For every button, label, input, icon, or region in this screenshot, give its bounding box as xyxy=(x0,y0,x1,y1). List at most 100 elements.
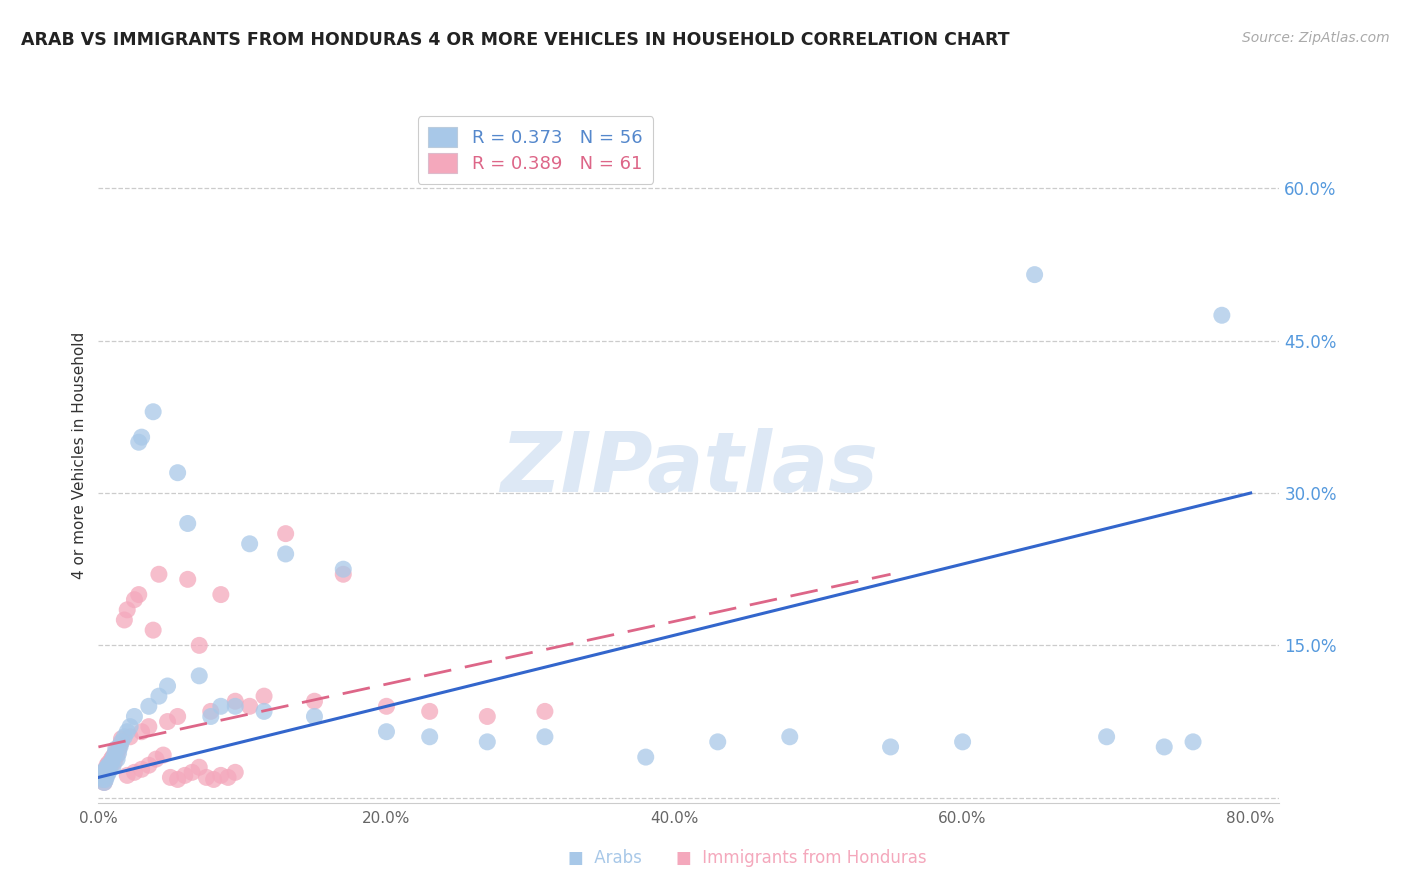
Point xyxy=(239,537,262,551)
Point xyxy=(166,466,188,480)
Point xyxy=(224,694,246,708)
Y-axis label: 4 or more Vehicles in Household: 4 or more Vehicles in Household xyxy=(72,331,87,579)
Point xyxy=(253,689,276,703)
Point xyxy=(177,572,200,586)
Point xyxy=(142,623,165,637)
Text: ARAB VS IMMIGRANTS FROM HONDURAS 4 OR MORE VEHICLES IN HOUSEHOLD CORRELATION CHA: ARAB VS IMMIGRANTS FROM HONDURAS 4 OR MO… xyxy=(21,31,1010,49)
Point xyxy=(96,766,118,780)
Point xyxy=(97,756,120,771)
Point xyxy=(107,746,129,760)
Point xyxy=(93,775,115,789)
Point xyxy=(142,405,165,419)
Point xyxy=(1211,308,1233,322)
Point xyxy=(93,775,115,789)
Point xyxy=(93,768,115,782)
Point xyxy=(104,742,127,756)
Point xyxy=(101,752,124,766)
Text: ZIPatlas: ZIPatlas xyxy=(501,428,877,509)
Point xyxy=(90,768,112,782)
Point xyxy=(131,762,153,776)
Point xyxy=(188,639,211,653)
Point xyxy=(156,714,179,729)
Point xyxy=(138,720,160,734)
Point xyxy=(97,758,120,772)
Point xyxy=(131,724,153,739)
Point xyxy=(419,730,441,744)
Point xyxy=(107,742,129,756)
Point xyxy=(188,760,211,774)
Point xyxy=(274,547,297,561)
Point xyxy=(159,771,181,785)
Point xyxy=(148,689,170,703)
Point xyxy=(148,567,170,582)
Point xyxy=(124,709,146,723)
Point xyxy=(110,735,132,749)
Point xyxy=(120,720,142,734)
Point xyxy=(477,709,499,723)
Point xyxy=(534,730,557,744)
Point xyxy=(239,699,262,714)
Point xyxy=(124,765,146,780)
Point xyxy=(224,699,246,714)
Point xyxy=(120,730,142,744)
Point xyxy=(112,613,135,627)
Point xyxy=(253,705,276,719)
Point xyxy=(97,765,120,780)
Point xyxy=(195,771,218,785)
Point xyxy=(100,755,122,769)
Point xyxy=(97,762,120,776)
Text: ■  Immigrants from Honduras: ■ Immigrants from Honduras xyxy=(676,849,927,867)
Point xyxy=(124,592,146,607)
Text: ■  Arabs: ■ Arabs xyxy=(568,849,641,867)
Point xyxy=(115,603,138,617)
Point xyxy=(90,771,112,785)
Point xyxy=(138,699,160,714)
Point xyxy=(94,762,117,776)
Point xyxy=(419,705,441,719)
Point xyxy=(110,731,132,746)
Point xyxy=(534,705,557,719)
Point xyxy=(879,739,901,754)
Point xyxy=(952,735,974,749)
Point xyxy=(112,730,135,744)
Point xyxy=(108,738,131,752)
Point xyxy=(131,430,153,444)
Point xyxy=(100,752,122,766)
Point xyxy=(177,516,200,531)
Point xyxy=(91,771,114,785)
Point xyxy=(105,747,128,762)
Point xyxy=(181,765,204,780)
Point xyxy=(779,730,801,744)
Point xyxy=(332,562,354,576)
Text: Source: ZipAtlas.com: Source: ZipAtlas.com xyxy=(1241,31,1389,45)
Point xyxy=(224,765,246,780)
Point xyxy=(1095,730,1118,744)
Point xyxy=(115,768,138,782)
Point xyxy=(128,588,150,602)
Point xyxy=(375,724,398,739)
Point xyxy=(101,760,124,774)
Point xyxy=(138,758,160,772)
Legend: R = 0.373   N = 56, R = 0.389   N = 61: R = 0.373 N = 56, R = 0.389 N = 61 xyxy=(418,116,654,184)
Point xyxy=(94,771,117,785)
Point xyxy=(209,768,232,782)
Point xyxy=(209,699,232,714)
Point xyxy=(96,768,118,782)
Point xyxy=(98,760,121,774)
Point xyxy=(98,762,121,776)
Point xyxy=(91,772,114,787)
Point xyxy=(156,679,179,693)
Point xyxy=(173,768,195,782)
Point xyxy=(93,765,115,780)
Point xyxy=(274,526,297,541)
Point xyxy=(332,567,354,582)
Point xyxy=(304,709,326,723)
Point xyxy=(202,772,225,787)
Point xyxy=(209,588,232,602)
Point xyxy=(101,750,124,764)
Point xyxy=(115,724,138,739)
Point xyxy=(200,709,222,723)
Point xyxy=(304,694,326,708)
Point xyxy=(96,760,118,774)
Point xyxy=(200,705,222,719)
